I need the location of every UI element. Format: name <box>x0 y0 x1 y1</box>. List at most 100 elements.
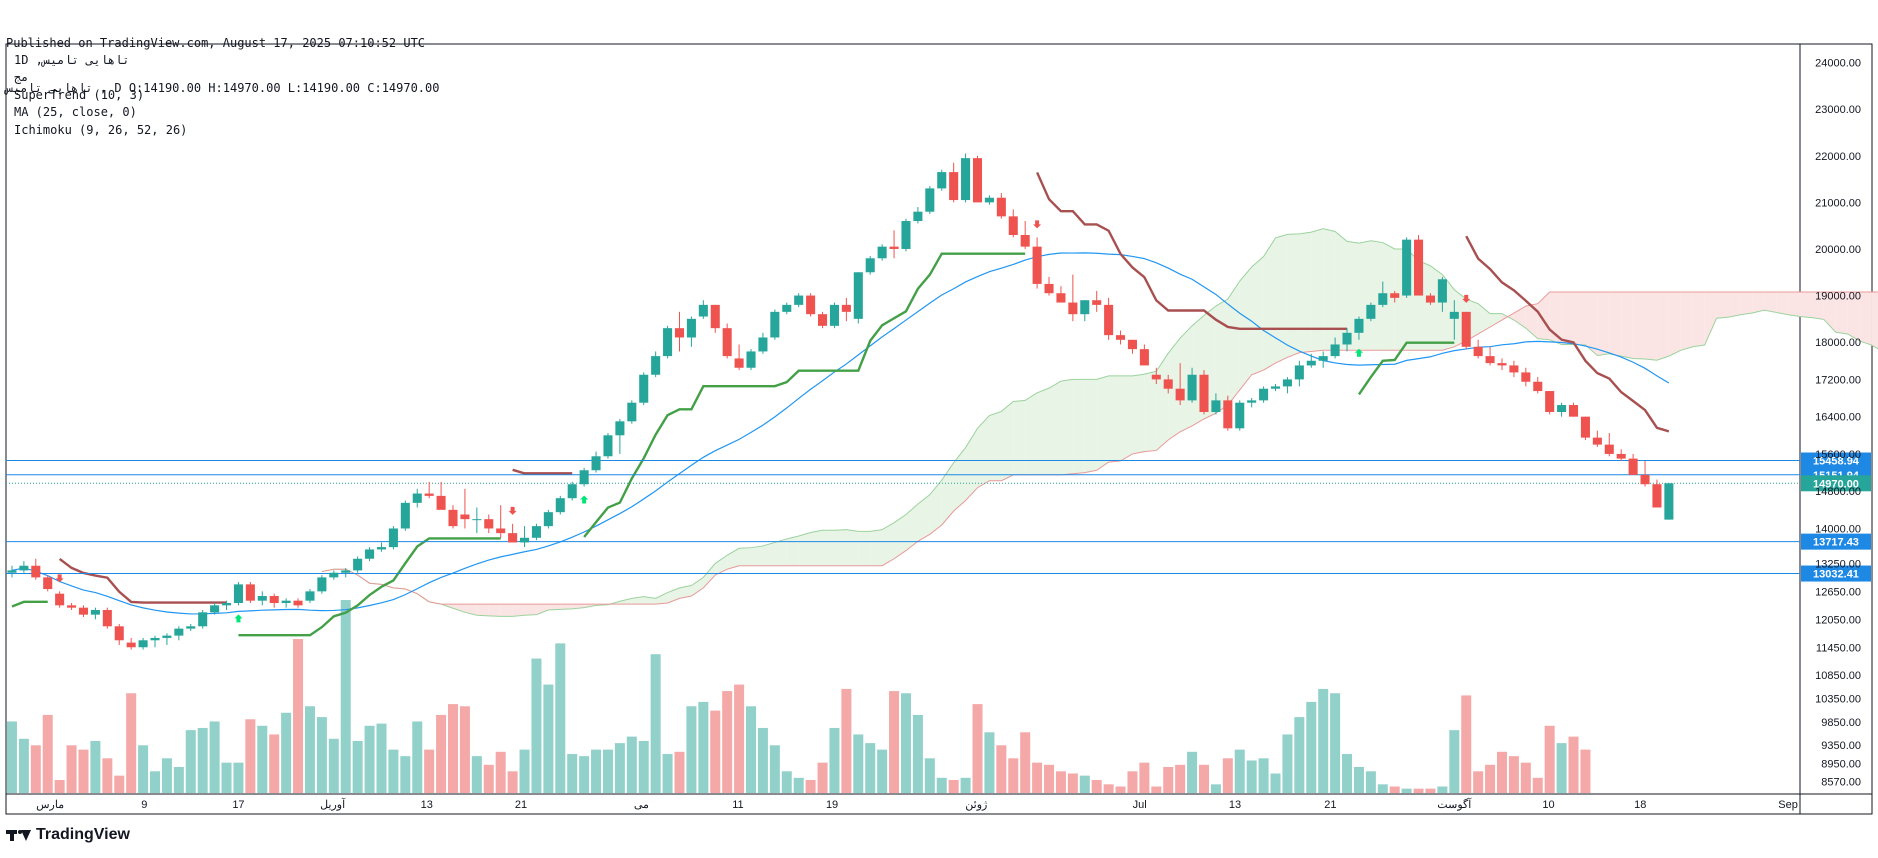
candle-body <box>889 246 899 249</box>
candle-body <box>1533 381 1543 392</box>
price-line-label: 14970.00 <box>1813 478 1859 490</box>
ichimoku-span-b <box>321 291 1878 605</box>
candle-body <box>221 603 232 606</box>
candle-body <box>1568 405 1579 417</box>
cloud-segment <box>560 604 573 610</box>
cloud-segment <box>1716 292 1729 319</box>
candle-body <box>126 642 136 648</box>
volume-bar <box>1210 784 1221 793</box>
cloud-segment <box>1788 292 1800 317</box>
candle-body <box>245 584 255 601</box>
cloud-segment <box>1096 375 1109 471</box>
price-tick-label: 20000.00 <box>1815 244 1861 256</box>
volume-bar <box>1115 786 1126 793</box>
cloud-segment <box>786 536 799 566</box>
cloud-segment <box>846 529 859 566</box>
cloud-segment <box>1585 292 1598 356</box>
volume-bar <box>90 740 101 793</box>
cloud-segment <box>1037 388 1050 475</box>
supertrend-line <box>583 252 1026 538</box>
candle-body <box>1235 402 1245 429</box>
cloud-segment <box>715 555 728 576</box>
volume-bar <box>471 756 482 793</box>
price-tick-label: 9350.00 <box>1821 740 1861 752</box>
volume-bar <box>900 693 911 793</box>
volume-bar <box>710 710 721 793</box>
cloud-segment <box>1752 292 1765 314</box>
candle-body <box>1557 405 1567 413</box>
cloud-segment <box>1573 292 1586 346</box>
cloud-segment <box>1633 292 1646 360</box>
volume-bar <box>841 688 852 793</box>
cloud-segment <box>941 462 954 525</box>
cloud-segment <box>858 531 871 566</box>
price-tick-label: 17200.00 <box>1815 374 1861 386</box>
volume-bar <box>1055 771 1066 793</box>
volume-bar <box>1020 732 1031 793</box>
price-line-label: 13032.41 <box>1813 569 1859 581</box>
cloud-segment <box>810 530 823 566</box>
price-tick-label: 10350.00 <box>1815 694 1861 706</box>
cloud-segment <box>1227 280 1240 406</box>
cloud-segment <box>1251 256 1264 375</box>
cloud-segment <box>1382 242 1395 351</box>
candle-body <box>782 304 792 312</box>
price-tick-label: 14800.00 <box>1815 486 1861 498</box>
volume-bar <box>209 721 220 793</box>
candle-body <box>996 197 1006 217</box>
candle-body <box>698 304 708 317</box>
cloud-segment <box>751 545 763 566</box>
candle-body <box>460 514 470 520</box>
volume-bar <box>364 725 375 793</box>
time-tick-label: آوریل <box>320 798 346 811</box>
volume-bar <box>746 706 757 793</box>
tradingview-logo[interactable]: TradingView <box>6 826 130 844</box>
price-tick-label: 22000.00 <box>1815 151 1861 163</box>
volume-bar <box>1318 688 1329 793</box>
candle-body <box>1437 279 1447 303</box>
volume-bar <box>1377 784 1388 793</box>
cloud-segment <box>929 480 942 535</box>
cloud-segment <box>727 548 740 570</box>
cloud-segment <box>1060 379 1073 475</box>
candle-body <box>1604 444 1614 454</box>
volume-bar <box>626 736 637 793</box>
cloud-segment <box>1299 232 1312 353</box>
candle-body <box>877 246 887 259</box>
candle-body <box>1306 360 1316 366</box>
price-tick-label: 9850.00 <box>1821 717 1861 729</box>
cloud-segment <box>1287 233 1300 358</box>
volume-bar <box>459 706 470 793</box>
symbol-ohlc-line: تاهایی تامیس , D O:14190.00 H:14970.00 L… <box>6 81 440 95</box>
candle-body <box>901 221 911 249</box>
cloud-segment <box>1013 400 1026 475</box>
candle-body <box>674 328 685 338</box>
candle-body <box>67 605 77 608</box>
candle-body <box>376 547 387 550</box>
cloud-segment <box>1811 292 1824 320</box>
volume-bar <box>531 658 542 793</box>
volume-bar <box>1151 786 1162 793</box>
candle-body <box>353 558 363 571</box>
volume-bar <box>984 732 995 793</box>
cloud-segment <box>1800 292 1812 318</box>
sell-arrow-icon <box>1462 294 1471 303</box>
candle-body <box>508 533 518 543</box>
candle-body <box>114 626 124 641</box>
candle-body <box>651 356 661 375</box>
volume-bar <box>924 758 935 793</box>
published-line: Published on TradingView.com, August 17,… <box>6 36 426 50</box>
price-tick-label: 15600.00 <box>1815 449 1861 461</box>
time-tick-label: مارس <box>36 799 64 811</box>
candle-body <box>1294 365 1304 380</box>
volume-bar <box>376 723 387 793</box>
cloud-segment <box>1609 292 1622 357</box>
volume-bar <box>555 643 566 793</box>
candle-body <box>1223 400 1233 429</box>
volume-bar <box>1306 701 1317 793</box>
candle-body <box>722 328 732 357</box>
cloud-segment <box>1275 234 1288 364</box>
cloud-segment <box>1335 231 1348 351</box>
candle-body <box>615 421 625 436</box>
